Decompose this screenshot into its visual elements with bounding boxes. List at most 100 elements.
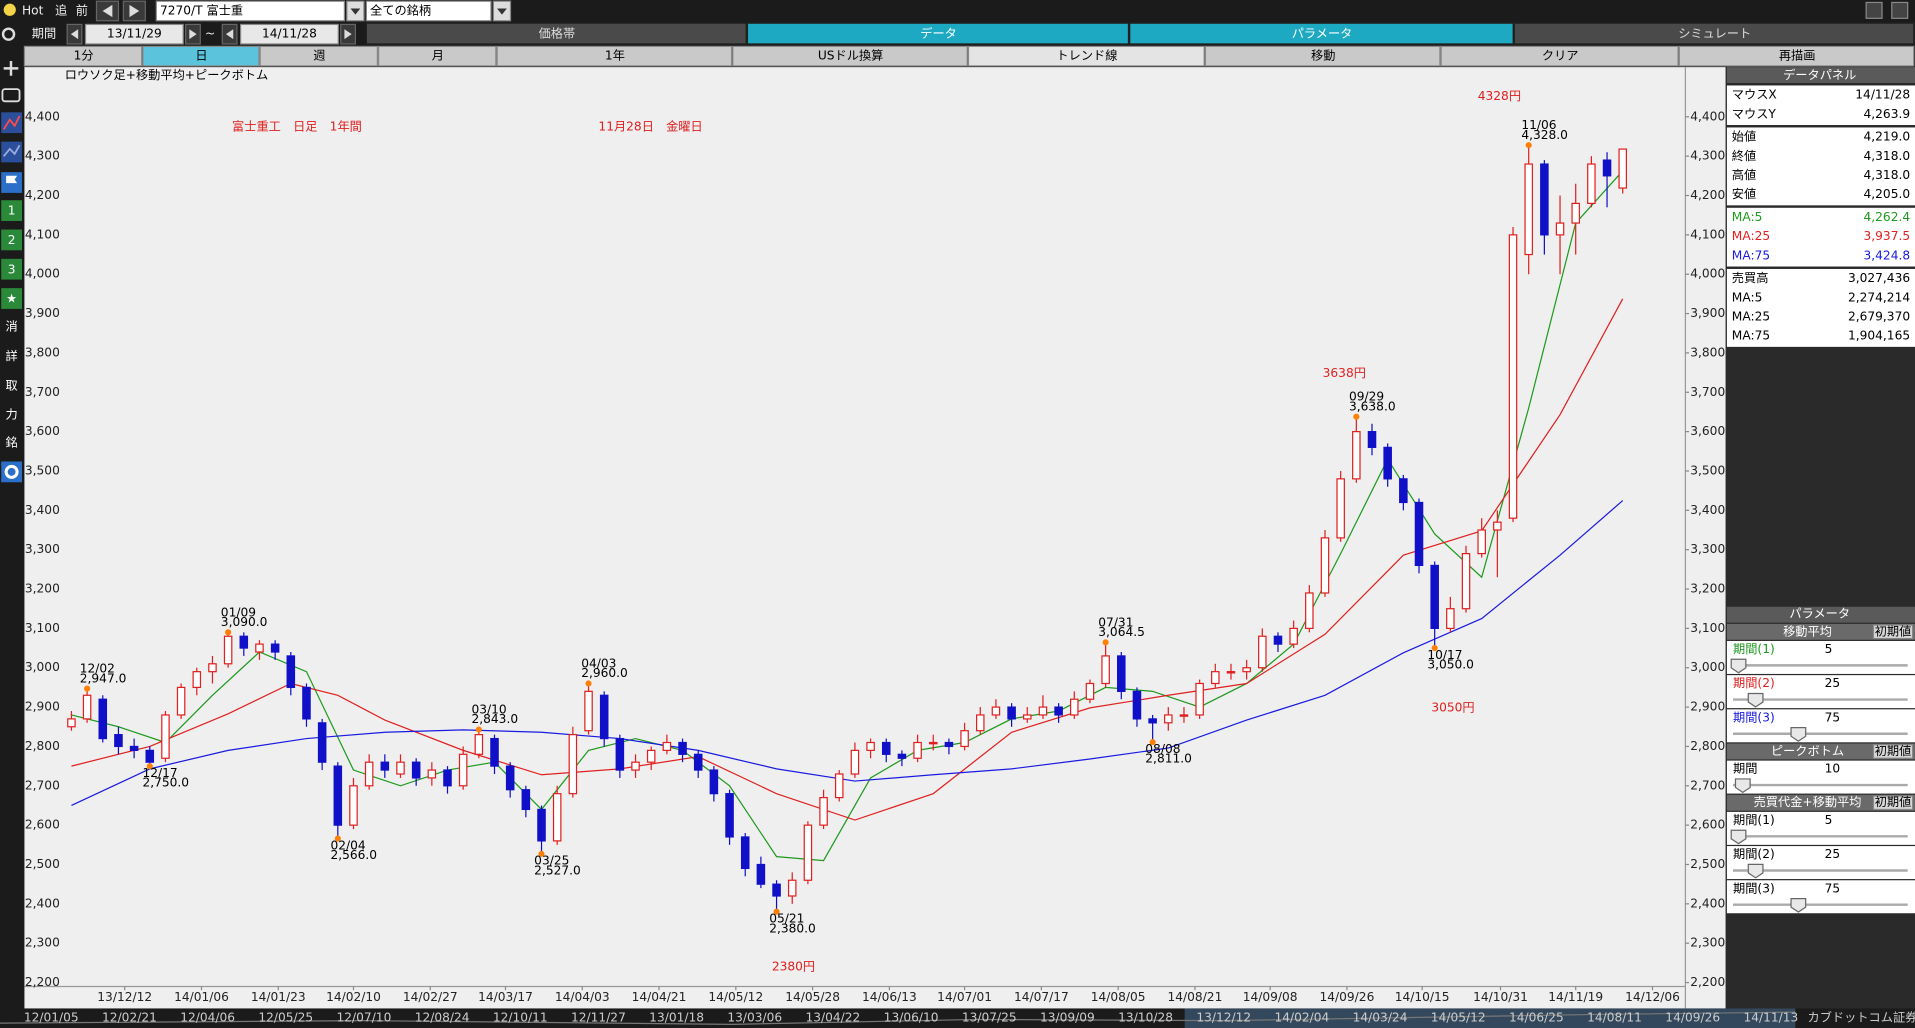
reset-button[interactable] (1872, 744, 1914, 759)
tab-label: データ (920, 26, 957, 41)
toolbar-button-label: トレンド線 (1056, 48, 1117, 63)
search-icon[interactable] (1, 27, 16, 41)
toolbar-button[interactable] (23, 45, 143, 67)
y-tick-label-right: 4,400 (1690, 109, 1725, 123)
tab[interactable] (365, 22, 747, 45)
candle-body (1101, 655, 1110, 685)
slider-knob[interactable] (1790, 897, 1807, 913)
slider-knob[interactable] (1730, 829, 1747, 845)
panel-value: 4,262.4 (1864, 210, 1911, 224)
panel-value: 4,205.0 (1864, 187, 1911, 201)
slider-knob[interactable] (1747, 692, 1764, 708)
tab[interactable] (1513, 22, 1915, 45)
y-tick-label: 3,500 (25, 463, 60, 477)
candle-body (772, 883, 781, 897)
x-tick-label: 14/10/15 (1395, 990, 1450, 1004)
peak-value: 2,750.0 (142, 776, 189, 790)
x-tick-label: 13/12/12 (97, 990, 152, 1004)
candle-body (1367, 431, 1377, 448)
toolbar-button[interactable] (967, 45, 1205, 67)
toolbar-button-label: USドル換算 (818, 48, 884, 63)
window-button[interactable] (1865, 1, 1883, 19)
y-tick-label-right: 2,800 (1690, 739, 1725, 753)
toolbar-button[interactable] (1440, 45, 1679, 67)
tab[interactable] (1129, 22, 1514, 45)
sidebar-button[interactable] (1, 200, 22, 221)
window-button[interactable] (1891, 1, 1909, 19)
panel-label: MA:75 (1732, 248, 1770, 262)
tab[interactable] (746, 22, 1130, 45)
sidebar-button[interactable] (1, 288, 22, 309)
candle-body (1461, 553, 1471, 610)
candle-body (458, 753, 468, 787)
universe-input[interactable] (365, 0, 492, 22)
candle-body (239, 635, 249, 649)
param-label: 期間(2) (1733, 847, 1775, 861)
panel-label: MA:5 (1732, 290, 1763, 304)
annotation: 3638円 (1323, 366, 1366, 380)
candle-body (145, 749, 155, 763)
panel-label: MA:25 (1732, 229, 1770, 243)
peak-value: 3,638.0 (1349, 399, 1396, 413)
toolbar-button[interactable] (377, 45, 497, 67)
settings-icon[interactable] (1, 461, 22, 483)
candle-body (1289, 627, 1298, 645)
tab-label: シミュレート (1678, 27, 1751, 41)
candle-body (349, 785, 358, 826)
toolbar-button[interactable] (732, 45, 968, 67)
date-input[interactable] (84, 23, 184, 45)
toolbar-button[interactable] (1204, 45, 1441, 67)
toolbar-button[interactable] (496, 45, 733, 67)
navigator-label: 12/04/06 (180, 1011, 235, 1025)
date-input[interactable] (239, 23, 339, 45)
reset-button[interactable] (1872, 624, 1914, 640)
y-tick-label-right: 3,800 (1690, 345, 1725, 359)
y-tick-label-right: 2,900 (1690, 700, 1725, 714)
chart-title: ロウソク足+移動平均+ピークボトム (65, 68, 269, 82)
y-tick-label: 4,100 (25, 227, 60, 241)
x-tick-label: 14/01/06 (174, 990, 229, 1004)
candle-body (568, 734, 578, 795)
y-tick-label-right: 3,700 (1690, 385, 1725, 399)
candle-body (1273, 635, 1283, 645)
candle-body (756, 863, 766, 885)
candle-body (709, 769, 719, 795)
peak-marker (1149, 739, 1156, 746)
candle-body (787, 879, 797, 897)
candle-body (537, 808, 546, 842)
bulb-icon[interactable] (3, 3, 16, 16)
peak-date: 09/29 (1349, 390, 1384, 404)
sidebar-icon: 3 (8, 262, 16, 276)
param-value: 25 (1825, 847, 1841, 861)
slider-knob[interactable] (1747, 863, 1764, 879)
candle-body (67, 718, 76, 728)
panel-label: マウスY (1732, 107, 1777, 121)
candle-body (1555, 222, 1565, 236)
peak-value: 4,328.0 (1521, 128, 1568, 142)
slider-knob[interactable] (1730, 658, 1747, 674)
tab-label: 価格帯 (539, 26, 576, 41)
reset-label: 初期値 (1875, 794, 1912, 809)
slider-knob[interactable] (1734, 778, 1751, 794)
panel-header (1726, 606, 1915, 623)
toolbar-button[interactable] (142, 45, 260, 67)
slider-knob[interactable] (1790, 727, 1807, 742)
toolbar-button[interactable] (1678, 45, 1915, 67)
panel-value: 14/11/28 (1855, 88, 1910, 102)
panel-label: 売買高 (1732, 270, 1769, 285)
panel-label: 始値 (1732, 129, 1756, 144)
peak-date: 03/10 (472, 702, 507, 716)
crosshair-icon[interactable] (3, 61, 19, 76)
sidebar-button[interactable] (1, 258, 22, 280)
x-tick-label: 14/04/03 (555, 990, 610, 1004)
y-tick-label-right: 4,000 (1690, 267, 1725, 281)
navigator-label: 14/09/26 (1665, 1011, 1720, 1025)
dropdown-arrow (350, 8, 361, 15)
arrow-right (129, 4, 140, 18)
reset-button[interactable] (1872, 795, 1914, 811)
sidebar-button[interactable] (1, 229, 22, 251)
symbol-input[interactable] (155, 0, 346, 22)
toolbar-button[interactable] (259, 45, 378, 67)
camera-icon[interactable] (1, 88, 21, 103)
y-tick-label: 2,300 (25, 936, 60, 950)
